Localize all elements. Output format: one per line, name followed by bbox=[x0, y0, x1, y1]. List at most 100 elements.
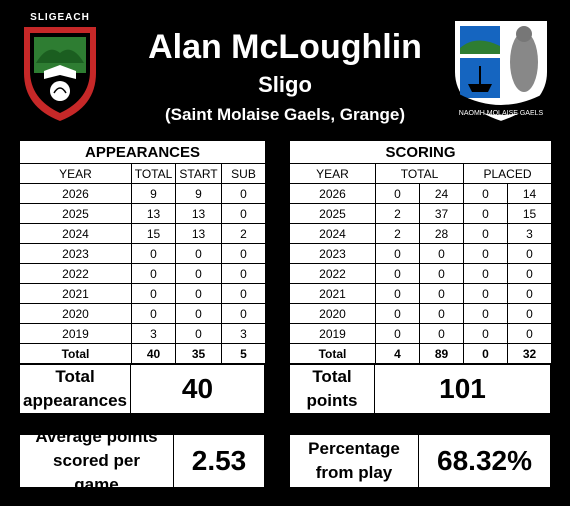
crest-text: SLIGEACH bbox=[30, 12, 90, 23]
table-cell: 0 bbox=[375, 263, 420, 284]
table-cell: 0 bbox=[507, 243, 552, 264]
table-cell: 14 bbox=[507, 183, 552, 204]
table-cell: 2021 bbox=[289, 283, 376, 304]
table-cell: 0 bbox=[175, 303, 222, 324]
total-row: Total 4 89 0 32 bbox=[289, 343, 552, 364]
table-cell: 0 bbox=[375, 183, 420, 204]
table-cell: 40 bbox=[131, 343, 176, 364]
table-cell: 2025 bbox=[19, 203, 132, 224]
table-cell: 0 bbox=[175, 263, 222, 284]
table-cell: 0 bbox=[463, 323, 508, 344]
table-cell: 24 bbox=[419, 183, 464, 204]
table-cell: 0 bbox=[220, 183, 267, 204]
table-row: 2024 15 13 2 bbox=[19, 223, 267, 244]
table-cell: 0 bbox=[175, 243, 222, 264]
table-cell: 89 bbox=[419, 343, 464, 364]
table-cell: 0 bbox=[131, 263, 176, 284]
table-cell: 0 bbox=[419, 303, 464, 324]
table-cell: Total bbox=[19, 343, 132, 364]
table-cell: 2019 bbox=[289, 323, 376, 344]
table-cell: 2019 bbox=[19, 323, 132, 344]
table-cell: 0 bbox=[220, 283, 267, 304]
col-header: TOTAL bbox=[375, 163, 464, 184]
table-cell: 0 bbox=[507, 323, 552, 344]
table-cell: 15 bbox=[507, 203, 552, 224]
table-cell: 0 bbox=[131, 303, 176, 324]
table-cell: 0 bbox=[220, 303, 267, 324]
table-cell: 0 bbox=[463, 243, 508, 264]
table-row: 2023 0 0 0 0 bbox=[289, 243, 552, 264]
table-cell: 2023 bbox=[19, 243, 132, 264]
table-row: 2022 0 0 0 bbox=[19, 263, 267, 284]
table-row: 2021 0 0 0 0 bbox=[289, 283, 552, 304]
table-cell: 0 bbox=[463, 303, 508, 324]
table-cell: 2022 bbox=[289, 263, 376, 284]
table-cell: 0 bbox=[463, 203, 508, 224]
club-shield-icon bbox=[453, 19, 549, 124]
appearances-title: APPEARANCES bbox=[18, 140, 267, 164]
table-cell: 0 bbox=[463, 283, 508, 304]
total-appearances-label: Total appearances bbox=[19, 364, 131, 414]
table-row: 2026 9 9 0 bbox=[19, 183, 267, 204]
table-cell: 0 bbox=[463, 343, 508, 364]
table-cell: 0 bbox=[175, 323, 222, 344]
table-cell: 2021 bbox=[19, 283, 132, 304]
table-cell: 32 bbox=[507, 343, 552, 364]
table-cell: 2022 bbox=[19, 263, 132, 284]
table-cell: 0 bbox=[419, 243, 464, 264]
table-cell: 0 bbox=[175, 283, 222, 304]
col-header: YEAR bbox=[19, 163, 132, 184]
total-points-label: Total points bbox=[289, 364, 375, 414]
average-points-value: 2.53 bbox=[173, 434, 265, 488]
table-cell: 0 bbox=[131, 283, 176, 304]
table-cell: 2020 bbox=[19, 303, 132, 324]
table-cell: 0 bbox=[220, 203, 267, 224]
table-cell: 2020 bbox=[289, 303, 376, 324]
table-row: 2022 0 0 0 0 bbox=[289, 263, 552, 284]
col-header: START bbox=[175, 163, 222, 184]
player-club: (Saint Molaise Gaels, Grange) bbox=[165, 105, 405, 124]
club-crest: NAOMH MOLAISE GAELS bbox=[446, 14, 556, 126]
table-cell: 13 bbox=[131, 203, 176, 224]
table-cell: 35 bbox=[175, 343, 222, 364]
player-county: Sligo bbox=[258, 72, 312, 97]
table-cell: 9 bbox=[131, 183, 176, 204]
table-cell: 13 bbox=[175, 223, 222, 244]
table-row: 2020 0 0 0 bbox=[19, 303, 267, 324]
table-cell: 0 bbox=[463, 223, 508, 244]
table-row: 2019 0 0 0 0 bbox=[289, 323, 552, 344]
player-name: Alan McLoughlin bbox=[148, 28, 422, 66]
col-header: YEAR bbox=[289, 163, 376, 184]
table-cell: 0 bbox=[375, 243, 420, 264]
county-shield-icon bbox=[24, 27, 96, 121]
table-cell: 2 bbox=[375, 223, 420, 244]
total-appearances-value: 40 bbox=[130, 364, 265, 414]
table-cell: 2026 bbox=[289, 183, 376, 204]
percentage-from-play-value: 68.32% bbox=[418, 434, 551, 488]
table-cell: 2 bbox=[375, 203, 420, 224]
table-row: 2021 0 0 0 bbox=[19, 283, 267, 304]
scoring-title: SCORING bbox=[289, 140, 552, 164]
table-cell: 28 bbox=[419, 223, 464, 244]
table-row: 2026 0 24 0 14 bbox=[289, 183, 552, 204]
table-cell: 2026 bbox=[19, 183, 132, 204]
table-cell: 2024 bbox=[19, 223, 132, 244]
table-row: 2025 2 37 0 15 bbox=[289, 203, 552, 224]
table-row: 2020 0 0 0 0 bbox=[289, 303, 552, 324]
total-points-value: 101 bbox=[374, 364, 551, 414]
col-header: PLACED bbox=[463, 163, 552, 184]
table-cell: 0 bbox=[507, 303, 552, 324]
table-cell: 15 bbox=[131, 223, 176, 244]
average-points-label: Average points scored per game bbox=[19, 427, 174, 494]
county-crest: SLIGEACH bbox=[18, 12, 102, 124]
table-cell: 0 bbox=[375, 283, 420, 304]
col-header: TOTAL bbox=[131, 163, 176, 184]
percentage-from-play-label: Percentage from play bbox=[289, 434, 419, 488]
crest-motto: NAOMH MOLAISE GAELS bbox=[458, 110, 544, 117]
table-row: 2019 3 0 3 bbox=[19, 323, 267, 344]
table-cell: 0 bbox=[463, 183, 508, 204]
table-cell: 2023 bbox=[289, 243, 376, 264]
table-cell: 0 bbox=[507, 283, 552, 304]
table-cell: 0 bbox=[220, 243, 267, 264]
table-cell: 0 bbox=[375, 303, 420, 324]
